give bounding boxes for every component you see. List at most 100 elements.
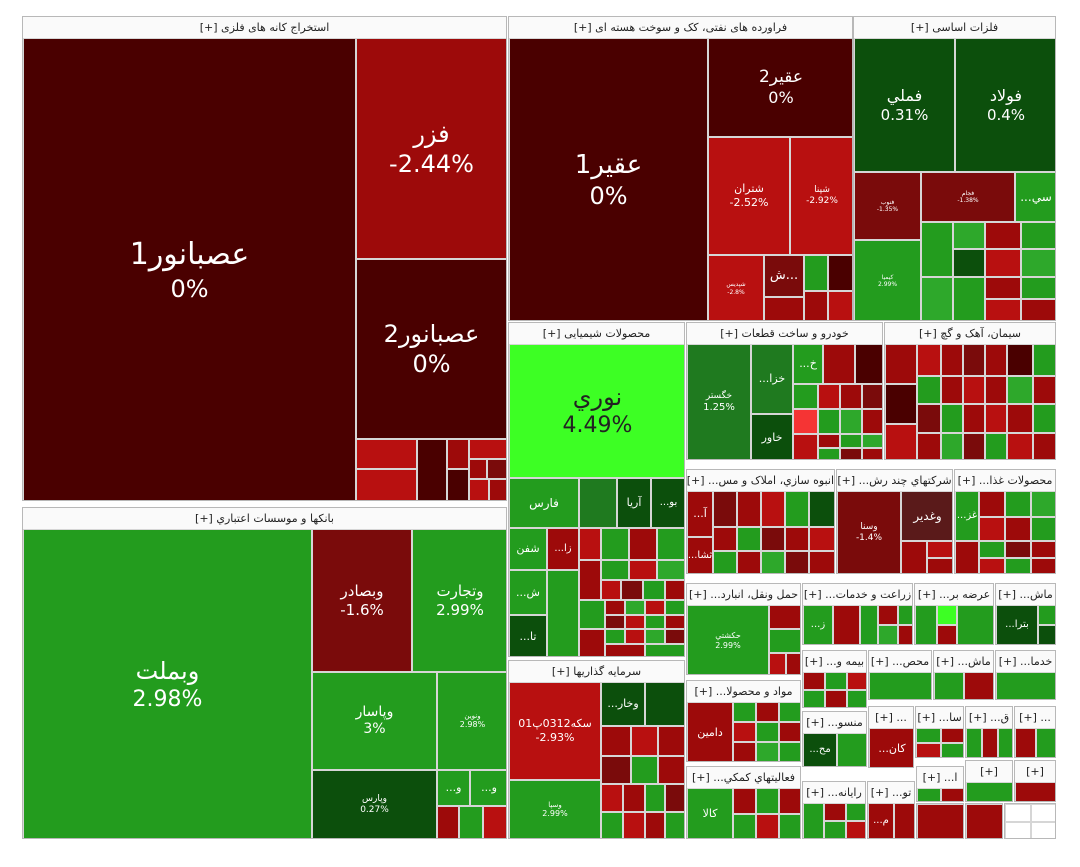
stock-tile[interactable] xyxy=(786,653,800,674)
sector-petroleum[interactable]: فراورده های نفتی، کک و سوخت هسته ای [+] … xyxy=(508,16,853,321)
stock-tile[interactable] xyxy=(605,629,625,644)
stock-tile[interactable] xyxy=(793,384,818,409)
sector-header[interactable]: ماش... [+] xyxy=(996,584,1055,605)
stock-tile[interactable]: ونوين 2.98% xyxy=(437,672,506,770)
stock-tile[interactable] xyxy=(785,491,809,527)
stock-tile[interactable]: ...غز xyxy=(955,491,979,541)
stock-tile[interactable] xyxy=(828,291,852,320)
stock-tile[interactable] xyxy=(756,742,779,761)
stock-tile[interactable]: فنوب -1.35% xyxy=(854,172,921,240)
sector-transport[interactable]: حمل ونقل، انبارد... [+] حکشتي 2.99% xyxy=(686,583,801,675)
stock-tile[interactable] xyxy=(894,803,914,838)
sector-real-estate[interactable]: انبوه سازي، املاک و مس... [+] ...آ ...ثش… xyxy=(686,469,835,574)
stock-tile[interactable] xyxy=(804,255,828,291)
stock-tile[interactable] xyxy=(623,812,645,838)
stock-tile[interactable] xyxy=(645,682,684,726)
stock-tile[interactable] xyxy=(846,821,865,838)
stock-tile[interactable] xyxy=(917,376,941,404)
stock-tile[interactable] xyxy=(629,528,657,560)
stock-tile[interactable] xyxy=(901,541,927,573)
stock-tile[interactable] xyxy=(645,784,665,812)
stock-tile[interactable] xyxy=(941,433,963,459)
sector-services[interactable]: خدما... [+] xyxy=(995,650,1056,700)
stock-tile[interactable]: وپارس 0.27% xyxy=(312,770,437,838)
sector-machinery[interactable]: ماش... [+] ...بترا xyxy=(995,583,1056,645)
stock-tile[interactable]: عقیر2 0% xyxy=(708,38,852,137)
stock-tile[interactable] xyxy=(1007,344,1033,376)
stock-tile[interactable] xyxy=(966,728,982,757)
stock-tile[interactable] xyxy=(803,690,825,707)
stock-tile[interactable] xyxy=(985,249,1021,277)
stock-tile[interactable] xyxy=(756,702,779,722)
stock-tile[interactable] xyxy=(756,814,779,838)
stock-tile[interactable] xyxy=(756,788,779,814)
stock-tile[interactable] xyxy=(785,527,809,551)
stock-tile[interactable] xyxy=(916,728,941,743)
stock-tile[interactable]: وبصادر -1.6% xyxy=(312,529,412,672)
stock-tile[interactable] xyxy=(779,788,800,814)
stock-tile[interactable] xyxy=(733,702,756,722)
sector-misc-e[interactable]: ا... [+] xyxy=(916,766,964,802)
stock-tile[interactable] xyxy=(761,527,785,551)
stock-tile[interactable] xyxy=(713,491,737,527)
stock-tile[interactable] xyxy=(953,222,985,249)
sector-header[interactable]: بانکها و موسسات اعتباري [+] xyxy=(23,508,506,529)
stock-tile[interactable] xyxy=(605,615,625,629)
stock-tile[interactable] xyxy=(621,580,643,600)
stock-tile[interactable] xyxy=(601,812,623,838)
stock-tile[interactable] xyxy=(840,409,862,434)
sector-products[interactable]: محص... [+] xyxy=(868,650,932,700)
stock-tile[interactable] xyxy=(825,690,847,707)
stock-tile[interactable] xyxy=(737,551,761,573)
stock-tile[interactable]: ش... xyxy=(764,255,804,297)
sector-header[interactable]: محص... [+] xyxy=(869,651,931,672)
stock-tile[interactable] xyxy=(818,434,840,448)
stock-tile[interactable] xyxy=(1031,804,1055,822)
stock-tile[interactable] xyxy=(1031,491,1055,517)
stock-tile[interactable] xyxy=(483,806,506,838)
stock-tile[interactable] xyxy=(1038,625,1055,644)
stock-tile[interactable] xyxy=(818,448,840,459)
stock-tile[interactable] xyxy=(979,558,1005,573)
stock-tile[interactable] xyxy=(761,551,785,573)
stock-tile[interactable] xyxy=(927,558,952,573)
stock-tile[interactable] xyxy=(809,491,834,527)
stock-tile[interactable] xyxy=(769,605,800,629)
stock-tile[interactable] xyxy=(625,629,645,644)
stock-tile[interactable]: ...و xyxy=(437,770,470,806)
sector-header[interactable]: خدما... [+] xyxy=(996,651,1055,672)
stock-tile[interactable]: ...م xyxy=(868,803,894,838)
stock-tile[interactable] xyxy=(645,644,684,656)
stock-tile[interactable] xyxy=(979,491,1005,517)
sector-food[interactable]: محصولات غذا... [+] ...غز xyxy=(954,469,1056,574)
stock-tile[interactable] xyxy=(469,439,506,459)
stock-tile[interactable] xyxy=(579,528,601,560)
stock-tile[interactable] xyxy=(737,491,761,527)
stock-tile[interactable] xyxy=(645,615,665,629)
stock-tile[interactable] xyxy=(625,600,645,615)
stock-tile[interactable] xyxy=(1005,491,1031,517)
sector-support[interactable]: فعالیتهاي کمکي... [+] کالا xyxy=(686,766,801,839)
stock-tile[interactable] xyxy=(1007,433,1033,459)
sector-header[interactable]: شرکتهاي چند رش... [+] xyxy=(837,470,952,491)
stock-tile[interactable] xyxy=(625,615,645,629)
stock-tile[interactable] xyxy=(1005,558,1031,573)
sector-header[interactable]: ماش... [+] xyxy=(934,651,993,672)
stock-tile[interactable]: سکه0312پ01 -2.93% xyxy=(509,682,601,780)
stock-tile[interactable] xyxy=(605,644,645,656)
stock-tile[interactable] xyxy=(963,433,985,459)
stock-tile[interactable] xyxy=(1033,376,1055,404)
stock-tile[interactable]: فارس xyxy=(509,478,579,528)
sector-misc-h[interactable] xyxy=(916,803,964,839)
stock-tile[interactable]: ...زا xyxy=(547,528,579,570)
stock-tile[interactable]: ...وخار xyxy=(601,682,645,726)
stock-tile[interactable] xyxy=(1007,404,1033,433)
stock-tile[interactable] xyxy=(547,570,579,656)
sector-basic-metals[interactable]: فلزات اساسی [+] فملي 0.31% فولاد 0.4% فن… xyxy=(853,16,1056,321)
stock-tile[interactable]: ...آ xyxy=(687,491,713,537)
stock-tile[interactable] xyxy=(733,788,756,814)
stock-tile[interactable] xyxy=(1015,782,1055,801)
stock-tile[interactable] xyxy=(985,277,1021,299)
sector-header[interactable]: محصولات شیمیایی [+] xyxy=(509,323,684,344)
stock-tile[interactable] xyxy=(860,605,878,644)
